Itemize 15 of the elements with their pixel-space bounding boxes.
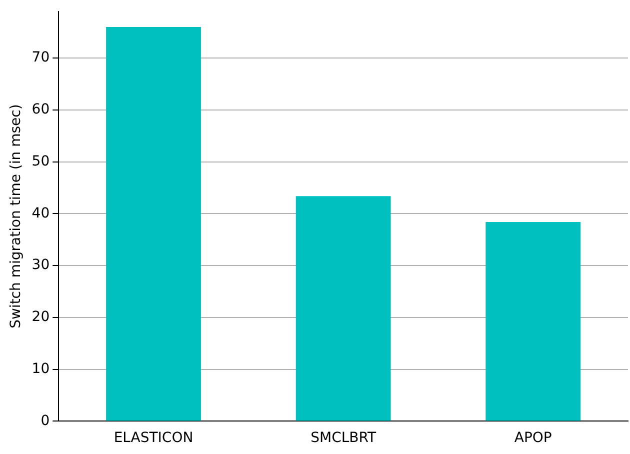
y-tick-label: 0: [40, 412, 50, 429]
bar: [486, 222, 581, 421]
y-tick-label: 30: [32, 257, 50, 274]
x-tick-label: SMCLBRT: [310, 430, 376, 446]
x-tick-label: ELASTICON: [114, 430, 194, 446]
y-axis-title: Switch migration time (in msec): [8, 104, 24, 328]
y-tick-label: 60: [32, 102, 50, 118]
y-tick-label: 70: [32, 50, 50, 66]
y-tick-label: 50: [32, 153, 50, 170]
bar: [106, 26, 201, 421]
y-tick-label: 20: [32, 309, 50, 326]
y-tick-label: 40: [32, 205, 50, 222]
bar: [296, 196, 391, 421]
y-tick-label: 10: [32, 360, 50, 377]
x-tick-label: APOP: [514, 430, 552, 446]
